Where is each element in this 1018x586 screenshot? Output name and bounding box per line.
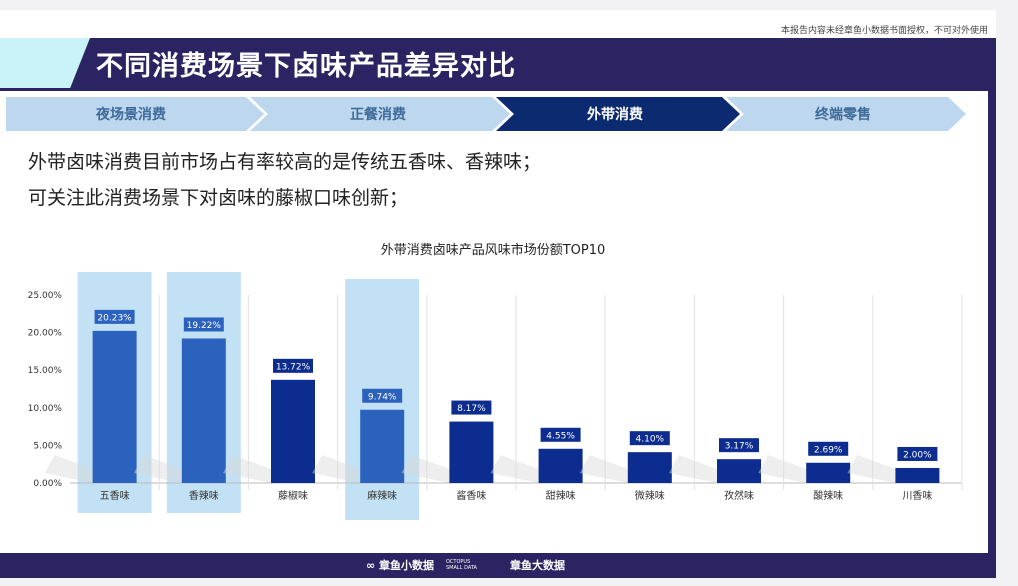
bar-shadow [490, 455, 539, 483]
value-label: 13.72% [276, 362, 311, 372]
y-tick-label: 5.00% [33, 441, 62, 451]
step-tab-night[interactable]: 夜场景消费 [96, 107, 166, 123]
value-label-box [183, 317, 224, 332]
chart-title: 外带消费卤味产品风味市场份额TOP10 [381, 242, 606, 258]
category-label: 酸辣味 [813, 489, 843, 502]
value-label: 2.00% [903, 450, 932, 460]
value-label-box [897, 446, 938, 461]
y-tick-label: 20.00% [28, 329, 63, 339]
summary-line-1: 外带卤味消费目前市场占有率较高的是传统五香味、香辣味； [28, 151, 542, 173]
value-label: 4.10% [636, 435, 665, 445]
value-label: 3.17% [725, 442, 754, 452]
bar-shadow [312, 455, 361, 483]
value-label: 4.55% [546, 431, 575, 441]
value-label: 2.69% [814, 445, 843, 455]
bar-shadow [401, 455, 450, 483]
bar [895, 467, 940, 483]
bar [627, 452, 672, 483]
octopus-logo-icon: ∞ [366, 559, 376, 572]
steps-arrows [6, 97, 966, 131]
bar [271, 379, 315, 483]
category-label: 藤椒味 [278, 489, 308, 502]
page-title: 不同消费场景下卤味产品差异对比 [96, 51, 516, 82]
step-arrow-shape [250, 97, 510, 131]
step-arrow-shape [496, 97, 740, 131]
value-label: 20.23% [97, 313, 132, 323]
category-label: 五香味 [100, 490, 130, 502]
brand-english-line1: OCTOPUS [446, 559, 471, 565]
y-tick-label: 15.00% [28, 366, 63, 376]
brand-name: 章鱼小数据 [379, 559, 435, 572]
bar [717, 459, 761, 483]
brand-big-data: 章鱼大数据 [510, 559, 565, 572]
value-label-box [451, 400, 492, 415]
value-label: 8.17% [457, 404, 486, 414]
chart-svg: 外带消费卤味产品风味市场份额TOP10 0.00% 5.00% 10.00% 15.0… [28, 242, 963, 520]
bar-shadow [133, 455, 182, 483]
category-label: 川香味 [902, 490, 932, 502]
bar [360, 409, 405, 483]
bar-shadow [44, 455, 93, 483]
value-label-box [808, 441, 849, 456]
bar [806, 462, 851, 483]
category-label: 香辣味 [189, 489, 219, 502]
y-tick-label: 10.00% [28, 404, 63, 414]
step-tab-retail[interactable]: 终端零售 [815, 107, 871, 123]
value-label-box [540, 427, 581, 442]
bar-chart: 外带消费卤味产品风味市场份额TOP10 0.00% 5.00% 10.00% 15.0… [0, 230, 988, 530]
category-label: 甜辣味 [546, 489, 576, 502]
y-tick-label: 0.00% [33, 479, 62, 489]
value-label-box [273, 358, 313, 373]
bar-shadow [758, 455, 807, 483]
brand-logo-octopus: ∞ 章鱼小数据 [366, 557, 434, 573]
step-tab-dining[interactable]: 正餐消费 [350, 107, 406, 123]
brand-english: OCTOPUS SMALL DATA [446, 559, 477, 571]
bar-shadow [669, 455, 717, 483]
bar [538, 448, 583, 483]
category-label: 孜然味 [724, 489, 754, 502]
y-tick-label: 25.00% [28, 291, 63, 301]
step-arrow-shape [6, 97, 264, 131]
bar [181, 338, 226, 483]
banner-accent-shape [0, 38, 90, 88]
value-label-box [362, 388, 403, 403]
bar [449, 421, 494, 483]
brand-english-line2: SMALL DATA [446, 565, 477, 571]
step-arrow-shape [726, 97, 966, 131]
value-label: 19.22% [187, 321, 222, 331]
value-label: 9.74% [368, 392, 397, 402]
value-label-box [629, 431, 670, 446]
bar-shadow [223, 455, 271, 483]
category-label: 麻辣味 [367, 489, 397, 502]
value-label-box [94, 309, 135, 324]
scenario-steps: 夜场景消费 正餐消费 外带消费 终端零售 [6, 97, 966, 131]
summary-line-2: 可关注此消费场景下对卤味的藤椒口味创新； [28, 187, 409, 209]
bar-shadow [847, 455, 896, 483]
bar-shadow [579, 455, 628, 483]
footer-bar [0, 554, 996, 578]
category-label: 微辣味 [635, 489, 665, 502]
step-tab-takeaway[interactable]: 外带消费 [587, 107, 643, 123]
value-label-box [719, 438, 759, 453]
category-label: 酱香味 [456, 489, 486, 502]
disclaimer-text: 本报告内容未经章鱼小数据书面授权，不可对外使用 [780, 26, 988, 36]
bar [92, 330, 137, 483]
